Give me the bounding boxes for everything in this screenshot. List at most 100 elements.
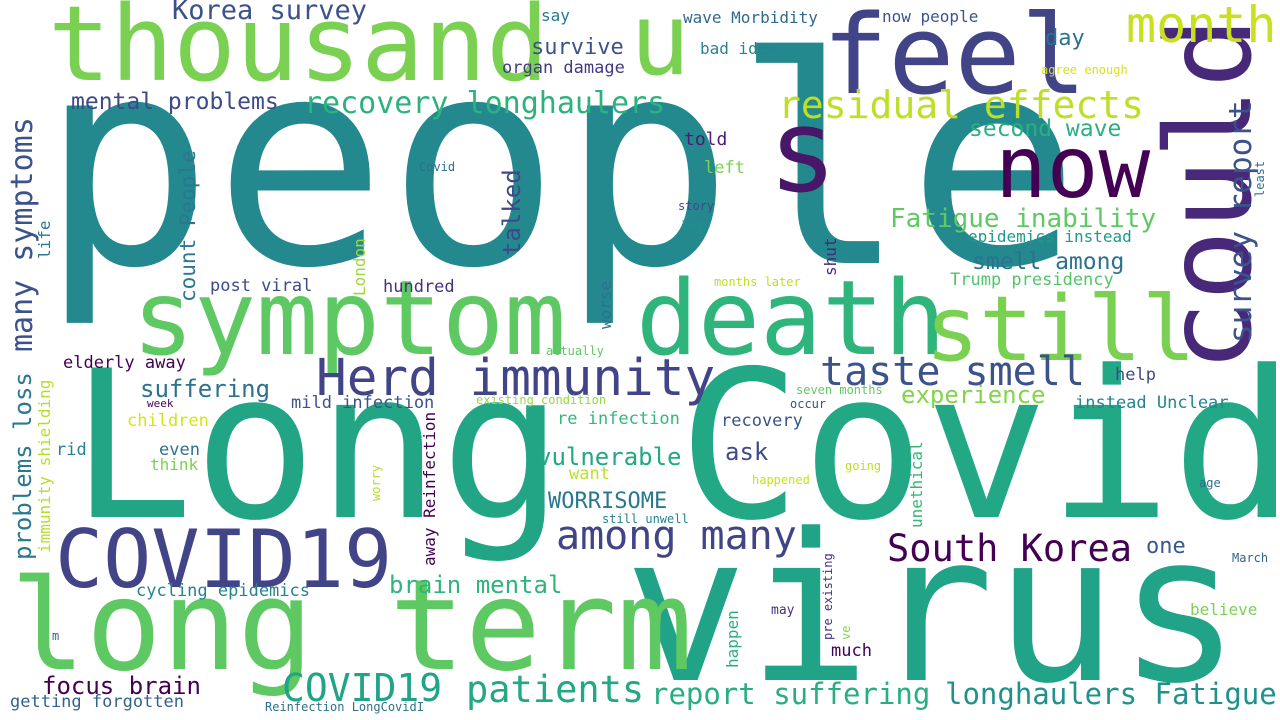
word-getting-forgotten: getting forgotten xyxy=(10,692,184,712)
word-herd-immunity: Herd immunity xyxy=(316,349,716,408)
word-one: one xyxy=(1146,534,1186,559)
word-ask: ask xyxy=(725,438,769,466)
word-may: may xyxy=(771,603,795,618)
word-organ-damage: organ damage xyxy=(502,58,625,78)
word-covid19-small: COVID19 xyxy=(282,666,443,710)
word-away-reinfection: away Reinfection xyxy=(420,411,439,566)
word-say: say xyxy=(541,6,570,25)
word-now-people: now people xyxy=(882,7,979,26)
word-smell-among: smell among xyxy=(972,249,1125,275)
word-occur: occur xyxy=(790,397,827,411)
word-seven-months: seven months xyxy=(796,383,883,397)
word-epidemics-instead: epidemics instead xyxy=(968,227,1132,246)
word-london: London xyxy=(350,238,369,296)
word-covid-tiny: Covid xyxy=(419,160,456,174)
word-south-korea: South Korea xyxy=(887,527,1133,570)
word-much: much xyxy=(831,641,872,661)
word-vulnerable: vulnerable xyxy=(537,443,682,471)
word-suffering: suffering xyxy=(140,375,271,403)
word-count-people: count People xyxy=(176,150,200,302)
word-feel: feel xyxy=(822,0,1087,119)
word-immunity-shielding: immunity shielding xyxy=(35,379,54,553)
word-left: left xyxy=(704,158,745,178)
word-worry: worry xyxy=(369,464,383,501)
word-week: week xyxy=(147,397,174,410)
word-cycling-epidemics: cycling epidemics xyxy=(136,581,310,601)
word-want: want xyxy=(569,464,610,484)
word-least: least xyxy=(1253,160,1267,197)
word-u: u xyxy=(630,0,691,98)
word-worrisome: WORRISOME xyxy=(548,489,668,514)
word-still-unwell: still unwell xyxy=(602,512,689,526)
word-age: age xyxy=(1199,476,1221,490)
word-recovery-longhaulers: recovery longhaulers xyxy=(304,86,666,121)
word-taste-smell: taste smell xyxy=(820,349,1085,395)
word-believe: believe xyxy=(1190,600,1258,619)
word-mental-problems: mental problems xyxy=(71,89,279,115)
word-symptom: symptom xyxy=(132,259,567,379)
word-happened: happened xyxy=(752,473,810,487)
word-life: life xyxy=(35,220,54,259)
word-talked: talked xyxy=(498,169,526,256)
word-report-suffering: report suffering xyxy=(651,677,931,711)
word-long: Long xyxy=(70,328,564,566)
word-among-many: among many xyxy=(556,513,797,559)
word-mild-infection: mild infection xyxy=(291,393,435,413)
word-day: day xyxy=(1045,26,1085,51)
word-recovery: recovery xyxy=(721,411,803,431)
word-covid: Covid xyxy=(678,328,1280,566)
word-march: March xyxy=(1232,551,1269,565)
word-months-later: months later xyxy=(714,275,801,289)
word-korea-survey: Korea survey xyxy=(172,0,368,26)
word-shut: shut xyxy=(821,237,840,276)
word-survey-report: survey report xyxy=(1223,100,1259,343)
word-month: month xyxy=(1126,0,1277,54)
word-covid19-big: COVID19 xyxy=(55,513,393,606)
word-children: children xyxy=(127,411,209,431)
word-longhaulers-fatigue: longhaulers Fatigue xyxy=(945,677,1277,711)
word-unethical: unethical xyxy=(907,441,926,528)
word-long-term: long term xyxy=(10,552,693,699)
word-thousand: thousand xyxy=(48,0,549,105)
word-wave-morbidity: wave Morbidity xyxy=(683,8,818,27)
word-brain-mental: brain mental xyxy=(389,571,563,599)
word-m: m xyxy=(52,629,60,643)
word-fatigue-inability: Fatigue inability xyxy=(890,204,1157,234)
word-instead-unclear: instead Unclear xyxy=(1075,393,1229,413)
word-s: s xyxy=(768,85,838,219)
word-re-infection: re infection xyxy=(557,409,680,429)
word-reinfection-longcovid: Reinfection LongCovidI xyxy=(265,700,424,714)
word-problems-loss: problems loss xyxy=(9,372,37,560)
word-actually: actually xyxy=(546,344,604,358)
word-people: people xyxy=(40,0,1081,331)
word-patients: patients xyxy=(466,668,645,711)
word-now: now xyxy=(995,118,1151,218)
word-even: even xyxy=(159,440,200,460)
word-focus-brain: focus brain xyxy=(42,672,201,700)
word-think: think xyxy=(150,455,199,474)
word-elderly-away: elderly away xyxy=(63,353,186,373)
word-post-viral: post viral xyxy=(210,276,313,296)
word-death: death xyxy=(636,259,947,379)
word-pre-existing: pre existing xyxy=(821,553,835,640)
word-residual-effects: residual effects xyxy=(778,83,1145,127)
word-told: told xyxy=(684,129,728,150)
word-agree-enough: agree enough xyxy=(1041,63,1128,77)
word-existing-condition: existing condition xyxy=(476,393,607,407)
word-happen: happen xyxy=(723,610,742,668)
word-survive: survive xyxy=(531,35,624,60)
word-still: still xyxy=(925,277,1196,382)
word-worse: worse xyxy=(596,280,615,329)
word-story: story xyxy=(678,199,715,213)
word-bad-idea: bad idea xyxy=(700,39,778,58)
word-trump-presidency: Trump presidency xyxy=(950,270,1114,290)
word-hundred: hundred xyxy=(383,277,455,297)
word-experience: experience xyxy=(901,381,1046,409)
word-help: help xyxy=(1115,365,1156,385)
word-virus: virus xyxy=(624,491,1242,720)
word-ve: ve xyxy=(839,625,853,640)
word-rid: rid xyxy=(56,440,87,460)
word-many-symptoms: many symptoms xyxy=(5,117,40,352)
word-lot: lot xyxy=(681,219,703,233)
